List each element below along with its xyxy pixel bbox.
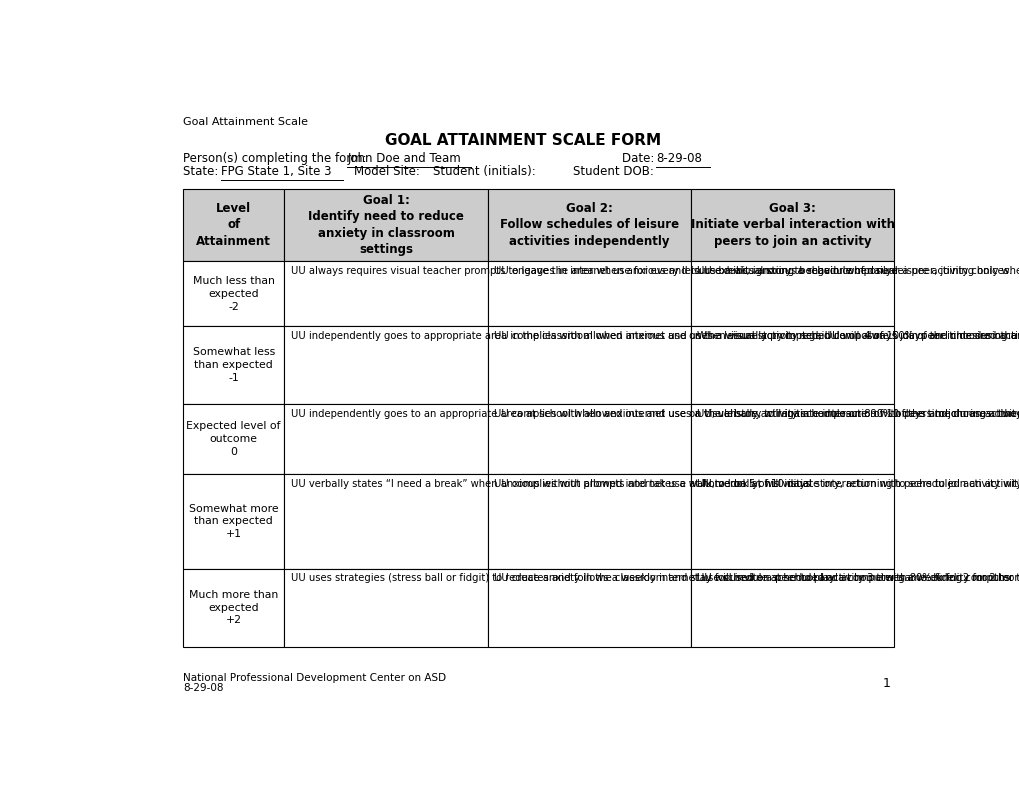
Bar [182, 474, 284, 569]
Bar [690, 404, 894, 474]
Text: UU independently goes to appropriate area in the classroom when anxious and uses: UU independently goes to appropriate are… [290, 331, 1019, 341]
Bar [487, 262, 690, 326]
Text: UU will invite a peer to play a computer game during computer time at school wit: UU will invite a peer to play a computer… [697, 574, 1019, 583]
Bar [690, 474, 894, 569]
Text: Model Site:: Model Site: [354, 165, 419, 178]
Text: UU complies with allowed internet use on the leisure activity schedule on 4 of 1: UU complies with allowed internet use on… [493, 331, 1019, 341]
Text: Student (initials):: Student (initials): [432, 165, 535, 178]
Bar [690, 326, 894, 404]
Text: National Professional Development Center on ASD: National Professional Development Center… [182, 673, 445, 683]
Bar [487, 569, 690, 647]
Bar [284, 188, 487, 262]
Text: UU creates and follows a weekly internet use schedule at school and at home with: UU creates and follows a weekly internet… [493, 574, 1019, 583]
Text: John Doe and Team: John Doe and Team [346, 152, 461, 165]
Text: Goal 3:
Initiate verbal interaction with
peers to join an activity: Goal 3: Initiate verbal interaction with… [690, 202, 894, 248]
Text: GOAL ATTAINMENT SCALE FORM: GOAL ATTAINMENT SCALE FORM [384, 133, 660, 148]
Text: 1: 1 [881, 677, 890, 690]
Bar [182, 404, 284, 474]
Text: Expected level of
outcome
0: Expected level of outcome 0 [186, 422, 280, 457]
Text: Student DOB:: Student DOB: [572, 165, 653, 178]
Bar [690, 569, 894, 647]
Text: UU complies with allowed internet use on the leisure activity schedule on 8 of 1: UU complies with allowed internet use on… [493, 409, 1019, 419]
Text: 8-29-08: 8-29-08 [182, 683, 223, 693]
Text: UU independently goes to an appropriate area at school when anxious and uses a v: UU independently goes to an appropriate … [290, 409, 1019, 419]
Text: Level
of
Attainment: Level of Attainment [196, 202, 271, 248]
Text: Person(s) completing the form:: Person(s) completing the form: [182, 152, 374, 165]
Text: Goal 2:
Follow schedules of leisure
activities independently: Goal 2: Follow schedules of leisure acti… [499, 202, 679, 248]
Text: FPG State 1, Site 3: FPG State 1, Site 3 [220, 165, 331, 178]
Text: UU engages in internet use for every leisure break, ignoring a schedule of daily: UU engages in internet use for every lei… [493, 266, 1011, 277]
Bar [284, 404, 487, 474]
Bar [284, 569, 487, 647]
Bar [487, 404, 690, 474]
Text: UU verbally states “I need a break” when anxious without prompts and takes a wal: UU verbally states “I need a break” when… [290, 479, 1019, 489]
Bar [487, 326, 690, 404]
Text: UU, verbally, will initiate interaction with peers to join an activity in 4 of 1: UU, verbally, will initiate interaction … [697, 409, 1019, 419]
Text: Much less than
expected
-2: Much less than expected -2 [193, 276, 274, 311]
Bar [690, 188, 894, 262]
Bar [690, 262, 894, 326]
Bar [284, 262, 487, 326]
Text: Goal Attainment Scale: Goal Attainment Scale [182, 117, 308, 127]
Bar [182, 188, 284, 262]
Bar [284, 474, 487, 569]
Text: Much more than
expected
+2: Much more than expected +2 [189, 590, 278, 626]
Text: UU always requires visual teacher prompts to leave the area when anxious and to : UU always requires visual teacher prompt… [290, 266, 900, 277]
Bar [182, 262, 284, 326]
Text: UU complies with allowed internet use at home on 5 of 10 days.: UU complies with allowed internet use at… [493, 479, 813, 489]
Bar [182, 569, 284, 647]
Text: Goal 1:
Identify need to reduce
anxiety in classroom
settings: Goal 1: Identify need to reduce anxiety … [308, 194, 464, 256]
Bar [487, 474, 690, 569]
Text: UU uses strategies (stress ball or fidgit) to reduce anxiety in the classroom an: UU uses strategies (stress ball or fidgi… [290, 574, 1012, 583]
Bar [284, 326, 487, 404]
Bar [182, 326, 284, 404]
Text: UU, verbally, will initiate interaction with peers to join an activity in 8 of 1: UU, verbally, will initiate interaction … [697, 479, 1019, 489]
Text: Date:: Date: [621, 152, 657, 165]
Text: UU exhibits anxious behavior when near a peer, joining only when visually prompt: UU exhibits anxious behavior when near a… [697, 266, 1019, 277]
Bar [487, 188, 690, 262]
Text: Somewhat less
than expected
-1: Somewhat less than expected -1 [193, 348, 274, 383]
Text: When visually prompted, UU will always join peer in desired activity.: When visually prompted, UU will always j… [697, 331, 1019, 341]
Text: State:: State: [182, 165, 222, 178]
Text: 8-29-08: 8-29-08 [655, 152, 701, 165]
Text: Somewhat more
than expected
+1: Somewhat more than expected +1 [189, 504, 278, 539]
